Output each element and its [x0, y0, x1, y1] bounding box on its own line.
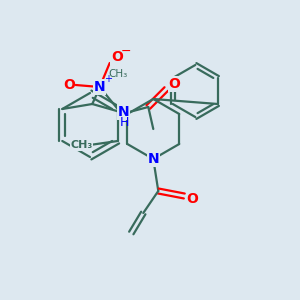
Text: +: +	[104, 74, 112, 84]
Text: O: O	[111, 50, 123, 64]
Text: N: N	[118, 105, 129, 119]
Text: −: −	[121, 44, 131, 58]
Text: CH₃: CH₃	[108, 69, 128, 79]
Text: O: O	[63, 78, 75, 92]
Text: N: N	[148, 152, 159, 166]
Text: CH₃: CH₃	[70, 140, 93, 150]
Text: N: N	[94, 80, 106, 94]
Text: O: O	[186, 192, 198, 206]
Text: O: O	[168, 77, 180, 91]
Text: H: H	[120, 116, 129, 130]
